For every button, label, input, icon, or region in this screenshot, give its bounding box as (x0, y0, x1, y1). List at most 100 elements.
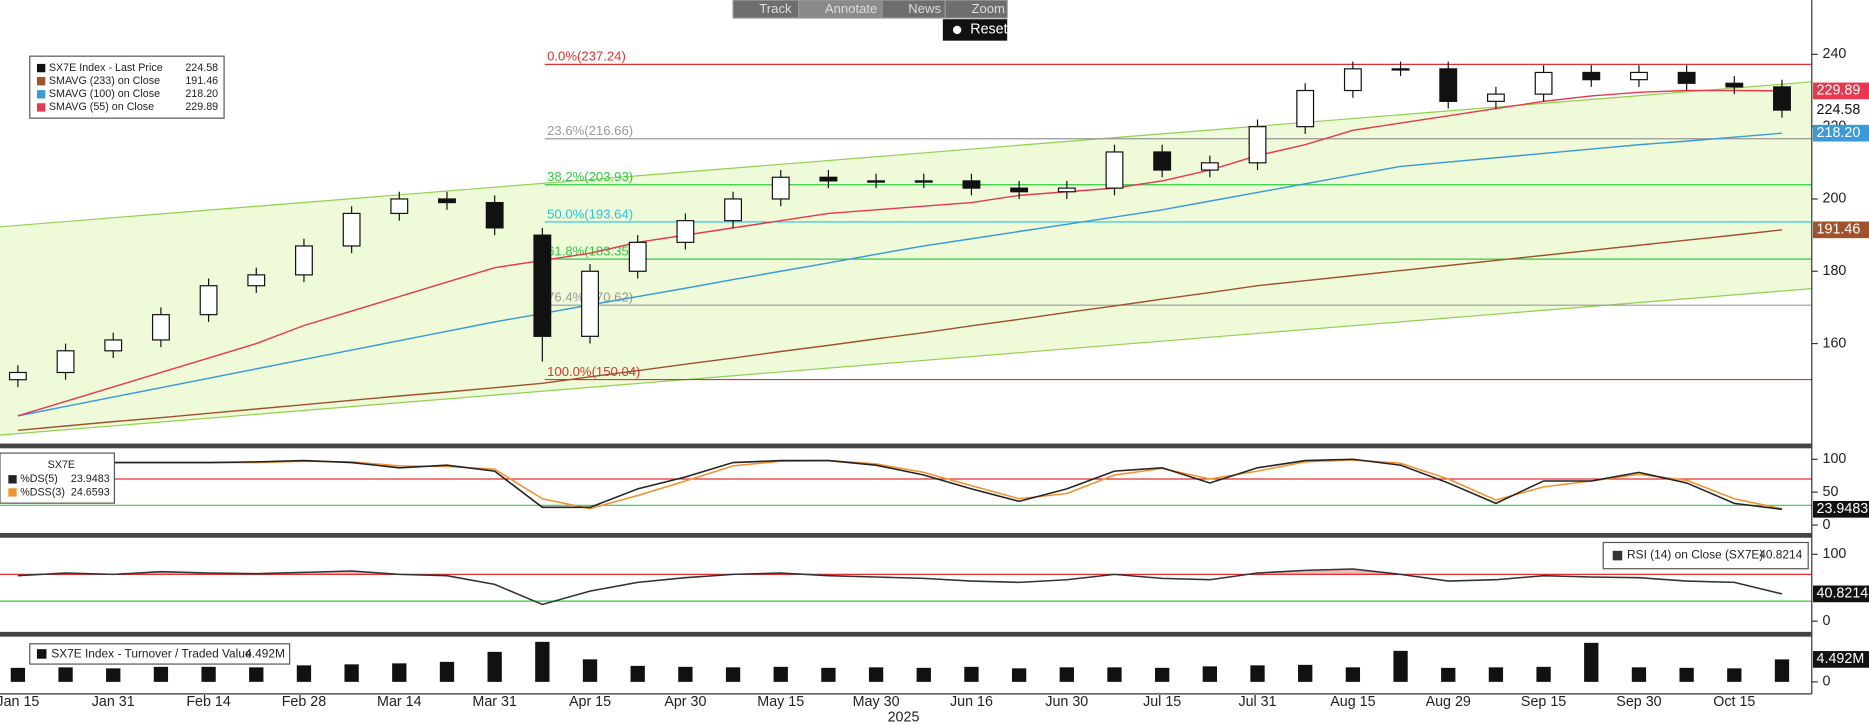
volume-bar (439, 661, 455, 682)
fib-label: 23.6%(216.66) (547, 123, 633, 138)
candle-body (676, 220, 695, 243)
legend-swatch (36, 63, 46, 73)
volume-bar (1107, 667, 1122, 682)
toolbar-button[interactable]: Zoom (944, 0, 1008, 19)
candle-body (771, 176, 790, 200)
legend-label: SMAVG (100) on Close (49, 88, 160, 100)
candle-body (962, 180, 981, 189)
volume-bar (821, 667, 836, 682)
legend-box (29, 643, 291, 665)
x-tick-label: May 15 (757, 694, 804, 710)
x-tick-label: Feb 14 (186, 694, 231, 710)
legend-label: RSI (14) on Close (SX7E) (1627, 548, 1763, 562)
regression-channel (0, 81, 1812, 436)
legend-swatch (8, 475, 17, 484)
legend-value: 229.89 (185, 101, 218, 113)
candle-body (1153, 151, 1172, 171)
candle-body (247, 274, 266, 287)
y-tick-label: 0 (1823, 674, 1831, 690)
indicator-line (17, 568, 1783, 606)
volume-bar (1441, 667, 1456, 682)
candle-body (867, 180, 886, 183)
button-label: Annotate (825, 1, 877, 16)
toolbar-button[interactable]: Track (732, 0, 800, 19)
y-tick-label: 240 (1823, 46, 1847, 62)
x-tick-label: May 30 (853, 694, 900, 710)
volume-bar (964, 666, 979, 682)
x-tick-label: Mar 14 (377, 694, 422, 710)
x-tick-label: Jun 30 (1045, 694, 1088, 710)
volume-bar (487, 651, 502, 682)
panel-separator (0, 443, 1812, 449)
volume-bar (58, 667, 73, 682)
legend-swatch (36, 90, 46, 99)
volume-bar (1155, 667, 1170, 682)
legend-swatch (1612, 550, 1623, 561)
y-tick-label: 0 (1823, 517, 1831, 533)
legend-title: SX7E (48, 459, 75, 471)
x-tick-label: Aug 29 (1426, 694, 1471, 710)
candle-body (1010, 187, 1029, 193)
button-bg (942, 19, 1008, 41)
legend-value: 40.8214 (1759, 548, 1802, 562)
legend-label: %DS(5) (20, 473, 58, 485)
volume-bar (678, 666, 693, 682)
button-label: Track (759, 1, 792, 16)
volume-bar (1393, 650, 1408, 682)
candle-body (8, 371, 27, 381)
value-tag (1812, 585, 1869, 603)
value-tag-label: 229.89 (1817, 83, 1861, 99)
x-tick-label: Jan 31 (92, 694, 135, 710)
candle-body (914, 180, 933, 183)
candle-body (628, 241, 647, 272)
candle-body (104, 339, 123, 352)
x-tick-label: Sep 30 (1616, 694, 1661, 710)
legend: SX7E %DS(5) 23.9483 %DSS(3) 24.6593 (0, 452, 116, 504)
legend-swatch (36, 77, 46, 86)
candle-body (56, 350, 75, 374)
value-tag-label: 191.46 (1817, 222, 1861, 238)
y-tick-label: 160 (1823, 335, 1847, 351)
volume-bar (1202, 666, 1217, 682)
volume-bar (106, 668, 121, 682)
value-tag (1812, 82, 1869, 100)
x-tick-label: Aug 15 (1330, 694, 1375, 710)
y-tick-label: 200 (1823, 191, 1847, 207)
toolbar-button[interactable]: News (881, 0, 946, 19)
value-tag (1812, 651, 1869, 668)
candle-body (1343, 68, 1362, 92)
value-tag-label: 4.492M (1817, 651, 1865, 667)
reset-button[interactable]: Reset (942, 19, 1008, 41)
candle-body (1248, 126, 1267, 164)
volume-bar (916, 667, 931, 682)
legend-label: SX7E Index - Turnover / Traded Value (51, 647, 252, 661)
legend-label: SMAVG (233) on Close (49, 75, 160, 87)
candle-body (1057, 187, 1076, 193)
volume-bar (1059, 667, 1074, 682)
x-tick-label: Mar 31 (472, 694, 517, 710)
panel-separator (0, 532, 1812, 538)
candle-body (1200, 162, 1219, 171)
volume-bar (1345, 667, 1361, 682)
candle-body (1105, 151, 1124, 189)
candle-body (1439, 68, 1458, 102)
fib-label: 38.2%(203.93) (547, 169, 633, 184)
volume-bar (1250, 665, 1265, 682)
candle-body (1391, 68, 1410, 71)
value-tag-label: 40.8214 (1817, 586, 1869, 602)
moving-average (17, 89, 1782, 417)
toolbar-button[interactable]: Annotate (798, 0, 883, 19)
volume-bar (249, 667, 264, 682)
x-tick-label: Jul 31 (1238, 694, 1276, 710)
y-tick-label: 180 (1823, 263, 1847, 279)
legend-swatch (36, 649, 47, 659)
legend-swatch (8, 488, 17, 497)
candle-body (724, 198, 742, 222)
x-tick-label: Apr 15 (569, 694, 611, 710)
volume-bar (630, 665, 645, 682)
x-tick-label: Sep 15 (1521, 694, 1566, 710)
button-label: News (908, 1, 941, 16)
x-axis-year: 2025 (888, 709, 920, 725)
candle-body (1630, 71, 1648, 81)
